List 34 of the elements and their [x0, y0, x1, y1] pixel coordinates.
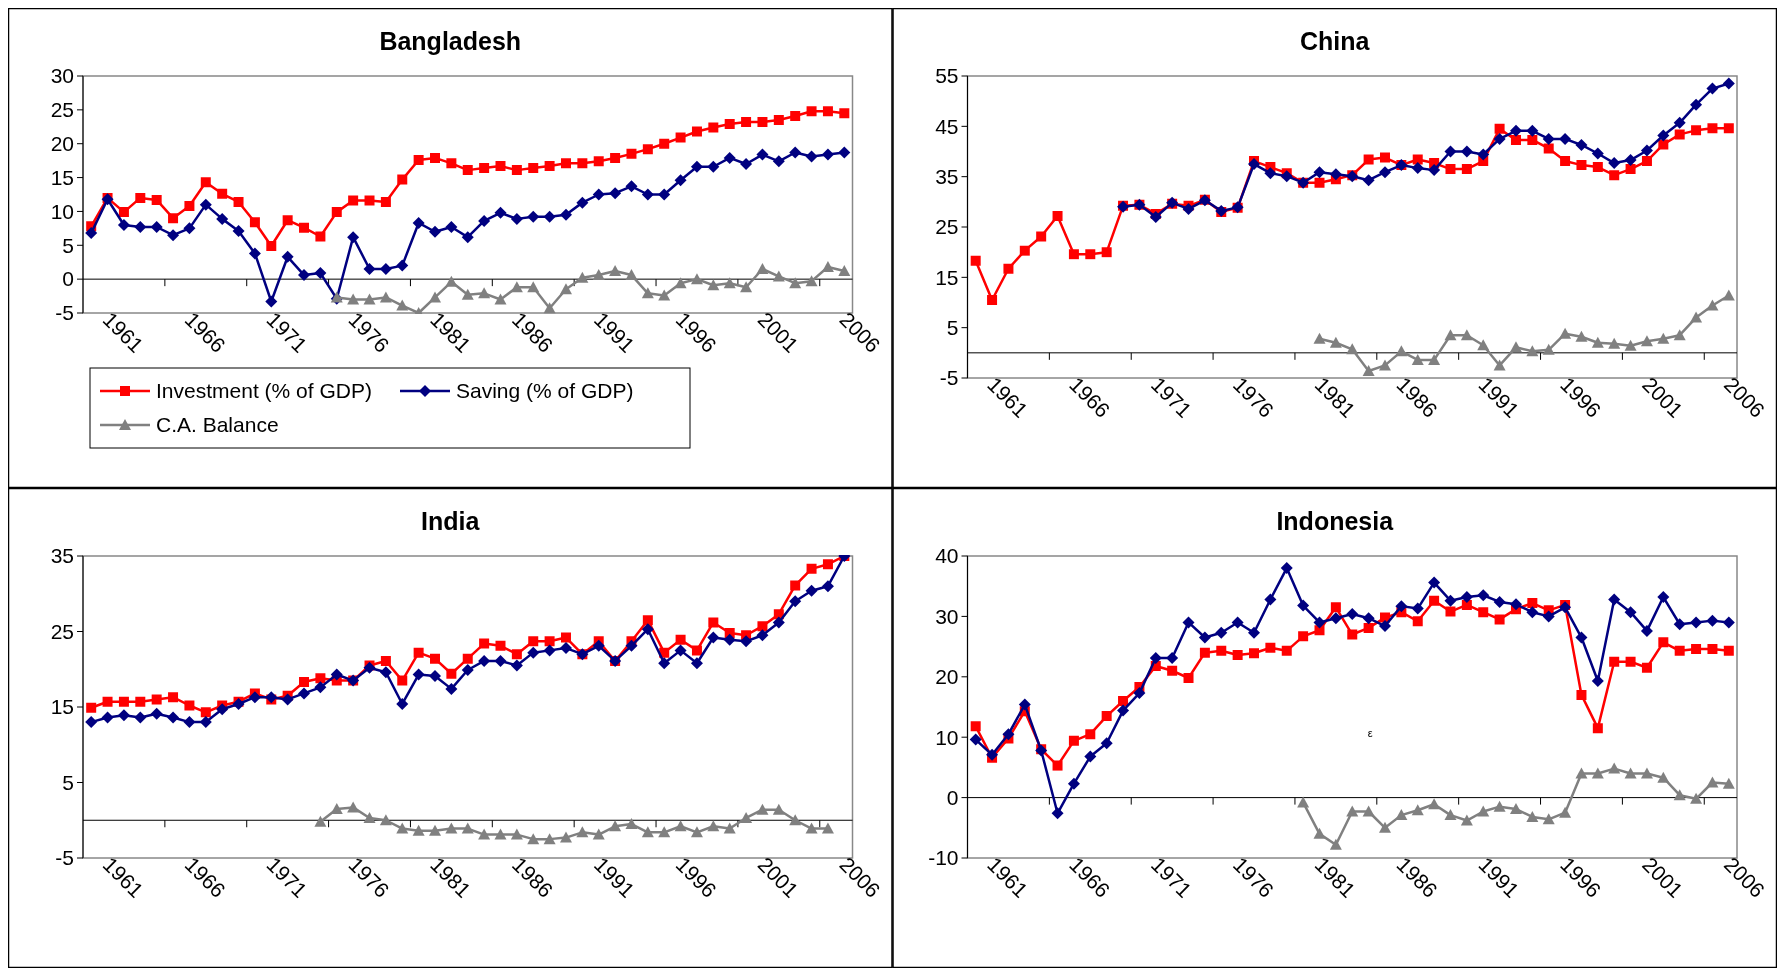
y-tick-label: 15	[935, 265, 959, 289]
y-tick-label: 30	[935, 604, 959, 628]
chart-title: China	[1300, 27, 1371, 55]
y-tick-label: -5	[939, 366, 959, 390]
y-tick-label: 20	[50, 132, 74, 156]
chart-title: Indonesia	[1276, 507, 1395, 535]
legend-label: Saving (% of GDP)	[456, 379, 634, 403]
chart-title: Bangladesh	[379, 27, 522, 55]
y-tick-label: 15	[50, 695, 74, 719]
y-tick-label: 0	[946, 785, 959, 809]
y-tick-label: -5	[55, 846, 74, 870]
y-tick-label: 35	[935, 165, 959, 189]
y-tick-label: 5	[946, 316, 959, 340]
y-tick-label: 35	[50, 544, 74, 568]
y-tick-label: -5	[55, 301, 74, 325]
y-tick-label: 45	[935, 114, 959, 138]
legend-label: Investment (% of GDP)	[156, 379, 372, 403]
annotation: ε	[1367, 727, 1373, 740]
y-tick-label: 20	[935, 665, 959, 689]
y-tick-label: 10	[50, 199, 74, 223]
y-tick-label: 25	[50, 619, 74, 643]
y-tick-label: 10	[935, 725, 959, 749]
y-tick-label: 25	[935, 215, 959, 239]
y-tick-label: 30	[50, 64, 74, 88]
chart-title: India	[421, 507, 481, 535]
y-tick-label: 55	[935, 64, 959, 88]
y-tick-label: -10	[928, 846, 959, 870]
legend-label: C.A. Balance	[156, 413, 279, 437]
y-tick-label: 25	[50, 98, 74, 122]
y-tick-label: 5	[62, 770, 74, 794]
y-tick-label: 15	[50, 165, 74, 189]
y-tick-label: 0	[62, 267, 74, 291]
y-tick-label: 5	[62, 233, 74, 257]
y-tick-label: 40	[935, 544, 959, 568]
